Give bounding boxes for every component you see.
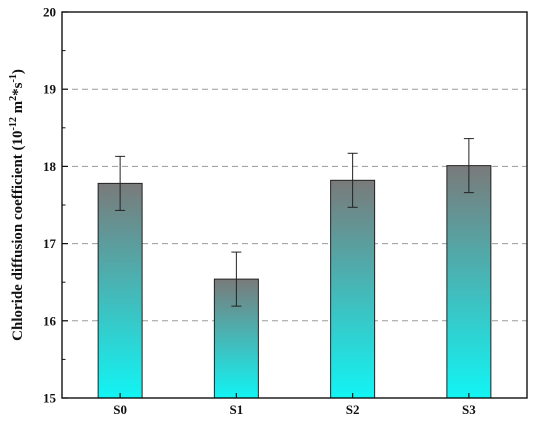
y-axis-title-mid: m <box>10 100 26 117</box>
y-axis-title-exp3: -1 <box>8 74 19 82</box>
axes: 15 16 17 18 19 20 S0 S1 S2 S3 <box>43 5 476 418</box>
y-tick-label: 19 <box>43 82 57 97</box>
error-bars <box>115 138 474 307</box>
bar-s0 <box>97 182 143 399</box>
bar-s2 <box>330 179 376 399</box>
bars <box>97 165 492 399</box>
y-axis-title-exp1: -12 <box>8 117 19 130</box>
bar-s3 <box>446 165 492 399</box>
y-axis-title-end: ) <box>10 69 26 74</box>
y-axis-title-base: Chloride diffusion coefficient (10 <box>10 130 26 340</box>
x-tick-label-s2: S2 <box>346 402 360 417</box>
gridlines <box>62 88 527 322</box>
y-tick-label: 18 <box>43 159 57 174</box>
y-tick-label: 17 <box>43 236 57 251</box>
y-tick-label: 20 <box>43 5 56 20</box>
y-tick-label: 16 <box>43 313 57 328</box>
y-axis-title-exp2: 2 <box>8 96 19 101</box>
x-tick-label-s3: S3 <box>462 402 476 417</box>
y-axis-title-mid2: *s <box>10 82 26 96</box>
y-axis-title: Chloride diffusion coefficient (10-12 m2… <box>8 69 26 341</box>
x-tick-label-s1: S1 <box>230 402 244 417</box>
y-tick-label: 15 <box>43 391 57 406</box>
x-tick-label-s0: S0 <box>113 402 127 417</box>
